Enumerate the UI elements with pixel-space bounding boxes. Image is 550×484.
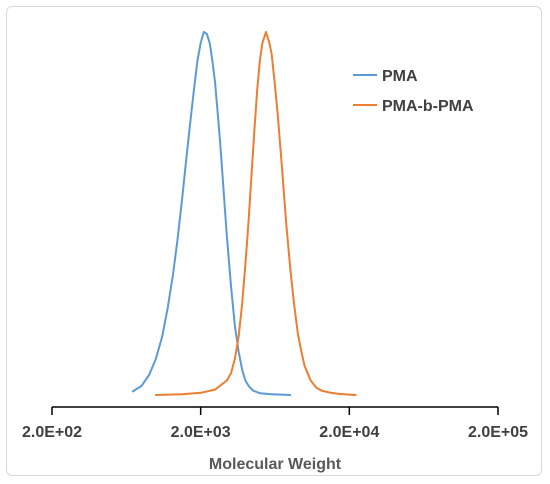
legend-label-0: PMA [382, 68, 418, 85]
x-tick-label: 2.0E+05 [468, 424, 528, 441]
legend: PMA PMA-b-PMA [353, 68, 474, 115]
x-tick-label: 2.0E+03 [171, 424, 231, 441]
x-axis-ticks: 2.0E+02 2.0E+03 2.0E+04 2.0E+05 [22, 407, 528, 441]
series-line-1 [154, 31, 357, 396]
x-axis-title: Molecular Weight [209, 456, 342, 473]
legend-label-1: PMA-b-PMA [382, 98, 474, 115]
x-tick-label: 2.0E+02 [22, 424, 82, 441]
x-tick-label: 2.0E+04 [319, 424, 379, 441]
series-line-0 [131, 31, 292, 396]
plot-area [131, 31, 357, 396]
